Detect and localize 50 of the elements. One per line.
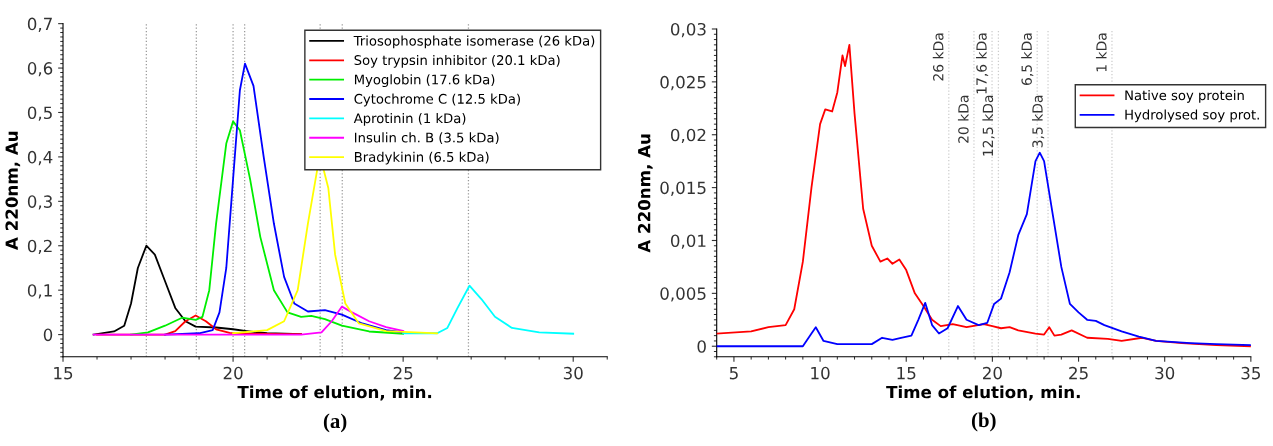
x-tick-label: 20 (983, 366, 1002, 380)
x-tick-label: 25 (393, 366, 413, 380)
y-tick-label: 0,02 (670, 128, 706, 143)
y-tick-label: 0 (697, 340, 706, 353)
ref-line-label: 26 kDa (932, 33, 944, 81)
ref-line-label: 17,6 kDa (976, 33, 989, 94)
legend-label: Cytochrome C (12.5 kDa) (354, 93, 520, 107)
y-axis-title: A 220nm, Au (637, 134, 653, 253)
x-tick-label: 30 (1155, 366, 1175, 380)
legend-label: Soy trypsin inhibitor (20.1 kDa) (354, 54, 560, 68)
y-tick-label: 0,3 (27, 195, 52, 210)
legend-label: Myoglobin (17.6 kDa) (354, 74, 495, 88)
legend-label: Insulin ch. B (3.5 kDa) (354, 132, 499, 145)
x-tick-label: 30 (563, 366, 583, 380)
y-tick-label: 0,4 (27, 150, 53, 166)
line-series (402, 284, 575, 335)
ref-line-label: 6,5 kDa (1021, 33, 1034, 86)
ref-line-label: 20 kDa (957, 95, 969, 143)
x-tick-label: 35 (1241, 366, 1260, 380)
x-tick-label: 20 (223, 366, 243, 380)
text: (a) (323, 413, 347, 433)
x-tick-label: 5 (729, 367, 738, 380)
y-tick-label: 0,6 (27, 62, 53, 77)
x-axis-title: Time of elution, min. (886, 385, 1080, 401)
legend-label: Bradykinin (6.5 kDa) (354, 151, 489, 165)
x-tick-label: 10 (811, 366, 830, 380)
ref-line-label: 3,5 kDa (1032, 95, 1045, 148)
y-tick-label: 0,03 (670, 22, 706, 38)
y-tick-label: 0,1 (27, 284, 52, 299)
y-tick-label: 0,01 (670, 234, 706, 249)
y-tick-label: 0,005 (660, 287, 706, 302)
x-tick-label: 15 (54, 367, 73, 380)
ref-line-label: 12,5 kDa (982, 95, 995, 156)
x-tick-label: 15 (897, 367, 916, 380)
ref-line-label: 1 kDa (1095, 33, 1107, 72)
text: (b) (971, 412, 996, 432)
legend-label: Triosophosphate isomerase (26 kDa) (353, 35, 595, 49)
x-axis-title: Time of elution, min. (237, 385, 432, 401)
y-axis-title: A 220nm, Au (5, 131, 21, 250)
line-series (92, 305, 405, 336)
legend-label: Hydrolysed soy prot. (1125, 109, 1259, 123)
y-tick-label: 0,2 (27, 239, 52, 255)
y-tick-label: 0 (43, 328, 53, 342)
y-tick-label: 0,7 (27, 17, 52, 32)
x-tick-label: 25 (1069, 366, 1088, 380)
y-tick-label: 0,025 (660, 75, 706, 91)
y-tick-label: 0,5 (27, 106, 52, 121)
legend-label: Native soy protein (1125, 90, 1244, 103)
legend-label: Aprotinin (1 kDa) (353, 112, 466, 126)
y-tick-label: 0,015 (660, 181, 706, 196)
